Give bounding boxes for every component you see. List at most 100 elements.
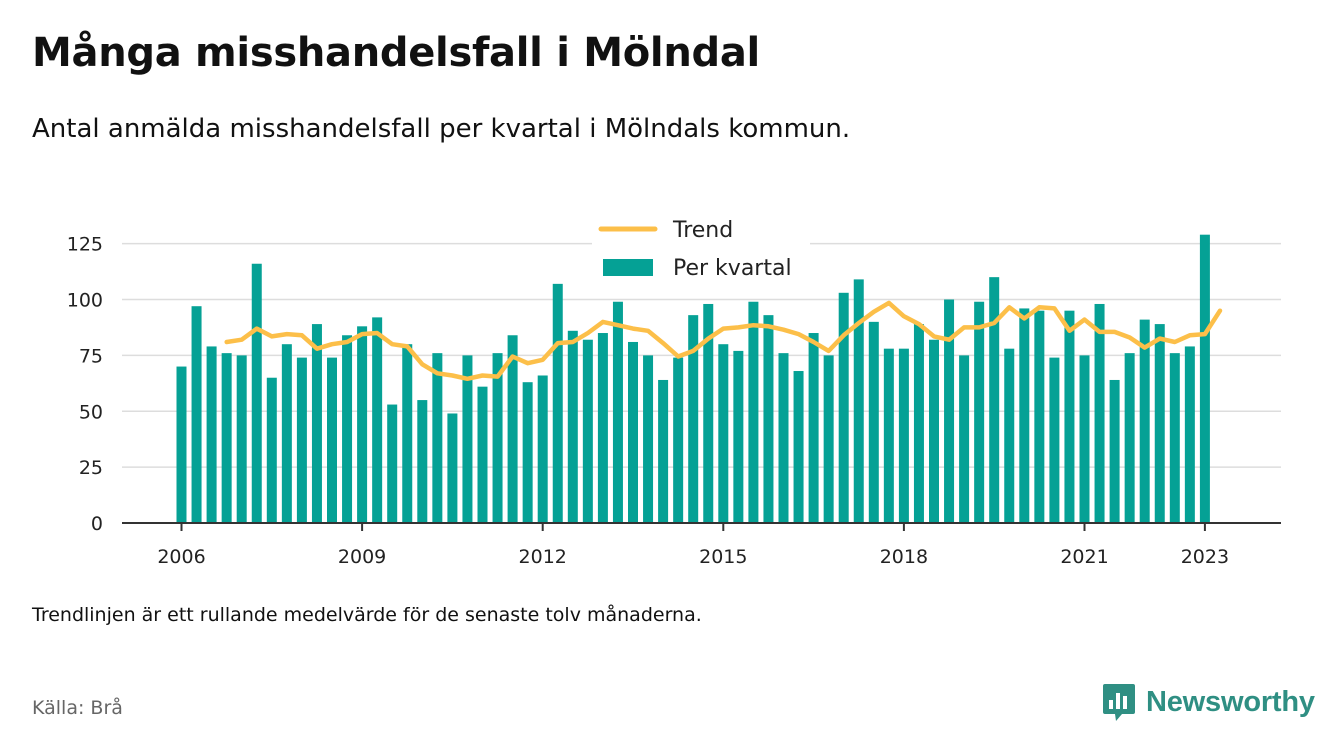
- bar: [883, 348, 894, 523]
- bar: [913, 324, 924, 523]
- bar: [372, 317, 383, 523]
- x-axis-labels: 2006 2009 2012 2015 2018 2021 2023: [157, 546, 1229, 568]
- bar: [823, 355, 834, 523]
- bar: [1034, 310, 1045, 523]
- bar: [1049, 357, 1060, 523]
- legend: Trend Per kvartal: [592, 210, 810, 292]
- newsworthy-logo: Newsworthy: [1102, 682, 1315, 722]
- bar: [206, 346, 217, 523]
- bar-series: [176, 234, 1210, 523]
- bar: [567, 330, 578, 523]
- bar: [537, 375, 548, 523]
- bar: [522, 382, 533, 523]
- bar: [853, 279, 864, 523]
- bar: [748, 301, 759, 523]
- bar: [944, 299, 955, 523]
- trend-series: [224, 300, 1223, 382]
- bar: [432, 353, 443, 523]
- bar: [327, 357, 337, 523]
- bar: [281, 344, 292, 523]
- bar: [673, 357, 684, 523]
- bar: [1169, 353, 1180, 523]
- bar: [718, 344, 729, 523]
- y-tick-label: 125: [67, 234, 103, 256]
- x-tick-label: 2006: [157, 546, 205, 568]
- chart-subtitle: Antal anmälda misshandelsfall per kvarta…: [32, 114, 851, 144]
- bar: [658, 379, 669, 523]
- y-axis-labels: 0 25 50 75 100 125: [67, 234, 103, 535]
- bar: [552, 283, 563, 523]
- bar: [763, 315, 774, 523]
- x-tick-label: 2015: [699, 546, 747, 568]
- y-tick-label: 25: [79, 457, 103, 479]
- bar: [1109, 379, 1120, 523]
- x-tick-label: 2021: [1060, 546, 1108, 568]
- y-tick-label: 50: [79, 401, 103, 423]
- bar: [266, 377, 277, 523]
- bar: [236, 355, 247, 523]
- bar: [1019, 308, 1030, 523]
- bar: [221, 353, 232, 523]
- legend-swatch-bars: [603, 259, 653, 276]
- bar: [1094, 303, 1105, 523]
- bar: [417, 400, 428, 523]
- bar: [868, 321, 879, 523]
- bar: [838, 292, 849, 523]
- brand-name: Newsworthy: [1146, 685, 1315, 718]
- bar: [808, 333, 819, 523]
- y-tick-label: 75: [79, 345, 103, 367]
- bar: [1064, 310, 1075, 523]
- bar: [357, 326, 368, 523]
- bar: [793, 371, 804, 523]
- bar: [507, 335, 518, 523]
- bar: [628, 341, 638, 523]
- x-tick-label: 2018: [880, 546, 928, 568]
- bar: [1124, 353, 1135, 523]
- x-tick-label: 2009: [338, 546, 386, 568]
- bar: [974, 301, 985, 523]
- legend-label-trend: Trend: [672, 218, 733, 243]
- y-tick-label: 100: [67, 290, 103, 312]
- x-tick-label: 2012: [519, 546, 567, 568]
- bar: [176, 366, 187, 523]
- chart-bubble-icon: [1103, 684, 1135, 721]
- bar: [898, 348, 909, 523]
- bar: [191, 306, 202, 523]
- legend-label-bars: Per kvartal: [673, 256, 792, 281]
- bar: [1199, 234, 1210, 523]
- bar: [296, 357, 307, 523]
- bar: [1154, 324, 1165, 523]
- y-tick-label: 0: [91, 513, 103, 535]
- chart-title: Många misshandelsfall i Mölndal: [32, 30, 760, 76]
- bar: [402, 344, 413, 523]
- bar: [582, 339, 593, 523]
- bar: [342, 335, 353, 523]
- source-credit: Källa: Brå: [32, 697, 123, 719]
- bar: [1079, 355, 1090, 523]
- bar: [929, 339, 939, 523]
- legend-background: [592, 210, 810, 292]
- bar: [1004, 348, 1015, 523]
- bar: [778, 353, 789, 523]
- x-tick-label: 2023: [1181, 546, 1229, 568]
- bar: [387, 404, 398, 523]
- trend-line: [224, 300, 1223, 382]
- bar: [462, 355, 473, 523]
- bar: [989, 277, 1000, 523]
- bar: [1139, 319, 1150, 523]
- bar: [688, 315, 699, 523]
- bar: [597, 333, 608, 523]
- bar: [612, 301, 623, 523]
- bar: [959, 355, 970, 523]
- bar: [1184, 346, 1195, 523]
- chart-note: Trendlinjen är ett rullande medelvärde f…: [32, 604, 702, 626]
- bar: [643, 355, 654, 523]
- x-axis: [122, 522, 1281, 531]
- bar: [703, 303, 714, 523]
- bar: [492, 353, 503, 523]
- bar: [251, 263, 262, 523]
- bar: [447, 413, 458, 523]
- bar: [311, 324, 322, 523]
- bar: [733, 350, 744, 523]
